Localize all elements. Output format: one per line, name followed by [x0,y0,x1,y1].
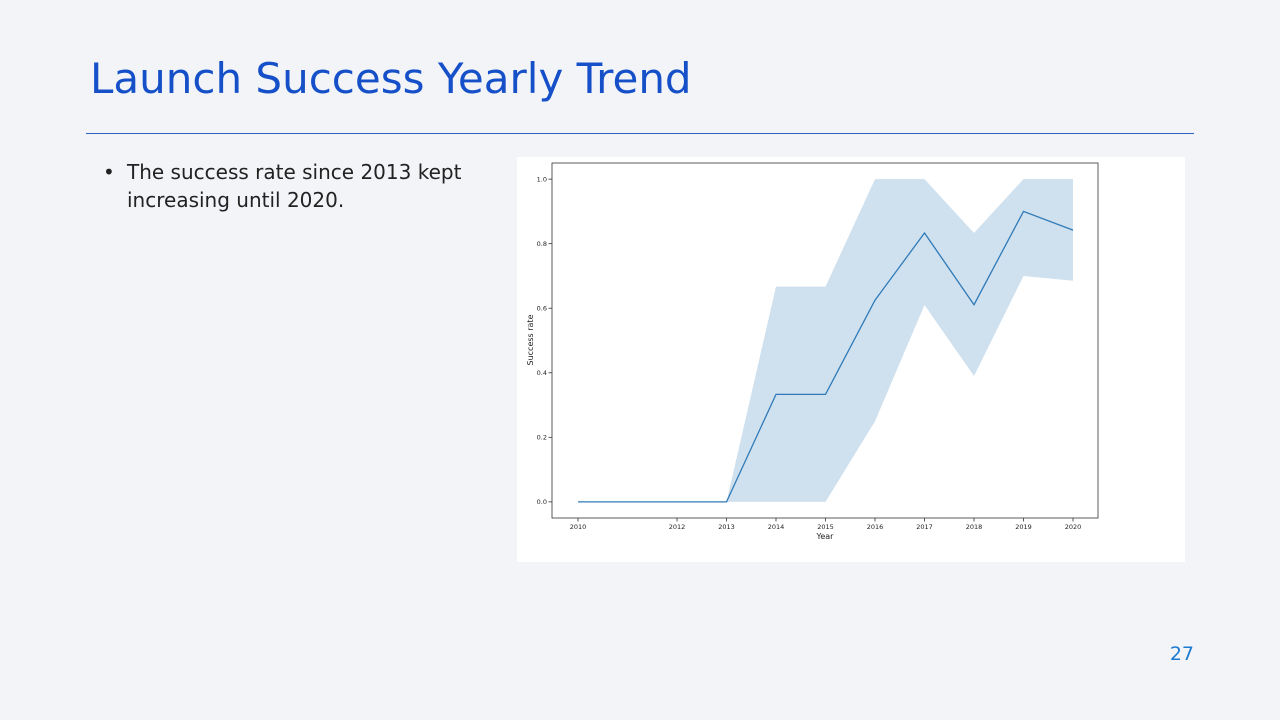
x-tick-label: 2020 [1065,523,1082,531]
title-divider [86,133,1194,134]
bullet-dot-icon: • [103,160,115,184]
x-tick-label: 2010 [570,523,587,531]
slide-title: Launch Success Yearly Trend [90,54,692,103]
y-tick-label: 0.2 [537,434,547,442]
y-axis: 0.0 0.2 0.4 0.6 0.8 1.0 [537,175,552,506]
y-axis-label: Success rate [526,314,535,365]
y-tick-label: 1.0 [537,175,547,183]
x-tick-label: 2015 [817,523,834,531]
bullet-item: • The success rate since 2013 kept incre… [100,158,490,214]
x-tick-label: 2017 [916,523,933,531]
x-tick-label: 2018 [966,523,983,531]
x-tick-label: 2013 [718,523,735,531]
x-tick-label: 2012 [669,523,686,531]
x-tick-label: 2014 [768,523,785,531]
success-rate-line [578,210,1074,503]
bullet-text: The success rate since 2013 kept increas… [127,160,462,212]
y-tick-label: 0.6 [537,305,547,313]
chart-card: 2010 2012 2013 2014 2015 2016 2017 2018 2019 2020… [517,157,1185,562]
x-tick-label: 2016 [867,523,884,531]
x-axis-label: Year [816,532,835,541]
x-axis: 2010 2012 2013 2014 2015 2016 2017 2018 2019 2020 [570,518,1082,531]
bullet-list: • The success rate since 2013 kept incre… [100,158,490,214]
y-tick-label: 0.8 [537,240,547,248]
success-rate-chart: 2010 2012 2013 2014 2015 2016 2017 2018 2019 2020… [526,162,1099,541]
y-tick-label: 0.4 [537,369,547,377]
confidence-band [578,179,1073,502]
page-number: 27 [1169,643,1194,665]
plot-frame [551,162,1099,519]
x-tick-label: 2019 [1015,523,1032,531]
y-tick-label: 0.0 [537,498,547,506]
